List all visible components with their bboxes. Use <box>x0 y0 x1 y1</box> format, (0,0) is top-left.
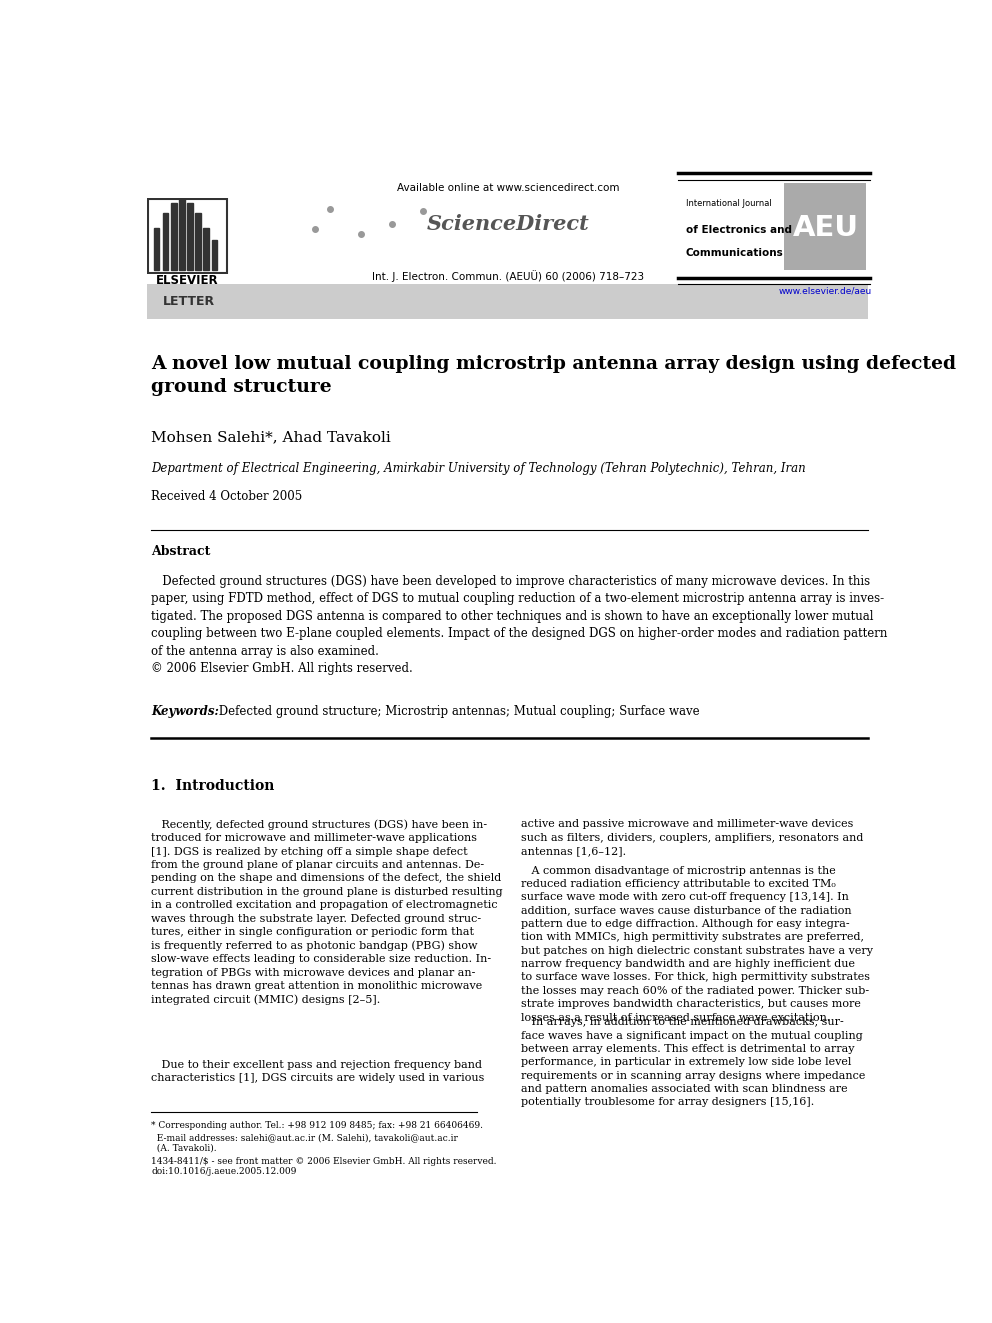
Text: Recently, defected ground structures (DGS) have been in-
troduced for microwave : Recently, defected ground structures (DG… <box>151 819 503 1005</box>
Text: Defected ground structure; Microstrip antennas; Mutual coupling; Surface wave: Defected ground structure; Microstrip an… <box>214 705 699 718</box>
Text: ScienceDirect: ScienceDirect <box>427 214 590 234</box>
Text: Received 4 October 2005: Received 4 October 2005 <box>151 490 303 503</box>
Text: of ​Electronics and: of ​Electronics and <box>685 225 792 234</box>
Text: 1.  Introduction: 1. Introduction <box>151 779 275 792</box>
Text: (A. Tavakoli).: (A. Tavakoli). <box>151 1143 216 1152</box>
Text: 1434-8411/$ - see front matter © 2006 Elsevier GmbH. All rights reserved.: 1434-8411/$ - see front matter © 2006 El… <box>151 1156 497 1166</box>
Text: Keywords:: Keywords: <box>151 705 219 718</box>
Text: Abstract: Abstract <box>151 545 210 558</box>
Bar <box>785 183 866 270</box>
Text: www.elsevier.de/aeu: www.elsevier.de/aeu <box>779 287 872 296</box>
Text: A novel low mutual coupling microstrip antenna array design using defected
groun: A novel low mutual coupling microstrip a… <box>151 355 956 396</box>
Bar <box>147 284 868 319</box>
Text: LETTER: LETTER <box>163 295 215 308</box>
Text: A common disadvantage of microstrip antennas is the
reduced radiation efficiency: A common disadvantage of microstrip ante… <box>521 865 873 1023</box>
Text: * Corresponding author. Tel.: +98 912 109 8485; fax: +98 21 66406469.: * Corresponding author. Tel.: +98 912 10… <box>151 1122 483 1130</box>
Text: doi:10.1016/j.aeue.2005.12.009: doi:10.1016/j.aeue.2005.12.009 <box>151 1167 297 1176</box>
Text: Available online at www.sciencedirect.com: Available online at www.sciencedirect.co… <box>397 183 620 193</box>
Text: active and passive microwave and millimeter-wave devices
such as filters, divide: active and passive microwave and millime… <box>521 819 863 856</box>
Text: Due to their excellent pass and rejection frequency band
characteristics [1], DG: Due to their excellent pass and rejectio… <box>151 1060 484 1084</box>
Text: Communications: Communications <box>685 247 784 258</box>
Text: Int. J. Electron. Commun. (AEUÜ) 60 (2006) 718–723: Int. J. Electron. Commun. (AEUÜ) 60 (200… <box>372 270 645 282</box>
Text: Defected ground structures (DGS) have been developed to improve characteristics : Defected ground structures (DGS) have be… <box>151 574 888 675</box>
Text: ELSEVIER: ELSEVIER <box>156 274 219 287</box>
Text: In arrays, in addition to the mentioned drawbacks, sur-
face waves have a signif: In arrays, in addition to the mentioned … <box>521 1017 865 1107</box>
Text: AEU: AEU <box>793 214 858 242</box>
Text: International Journal: International Journal <box>685 198 772 208</box>
Text: E-mail addresses: salehi@aut.ac.ir (M. Salehi), tavakoli@aut.ac.ir: E-mail addresses: salehi@aut.ac.ir (M. S… <box>151 1132 458 1142</box>
Text: Department of Electrical Engineering, Amirkabir University of Technology (Tehran: Department of Electrical Engineering, Am… <box>151 462 806 475</box>
Text: Mohsen Salehi*, Ahad Tavakoli: Mohsen Salehi*, Ahad Tavakoli <box>151 430 391 443</box>
